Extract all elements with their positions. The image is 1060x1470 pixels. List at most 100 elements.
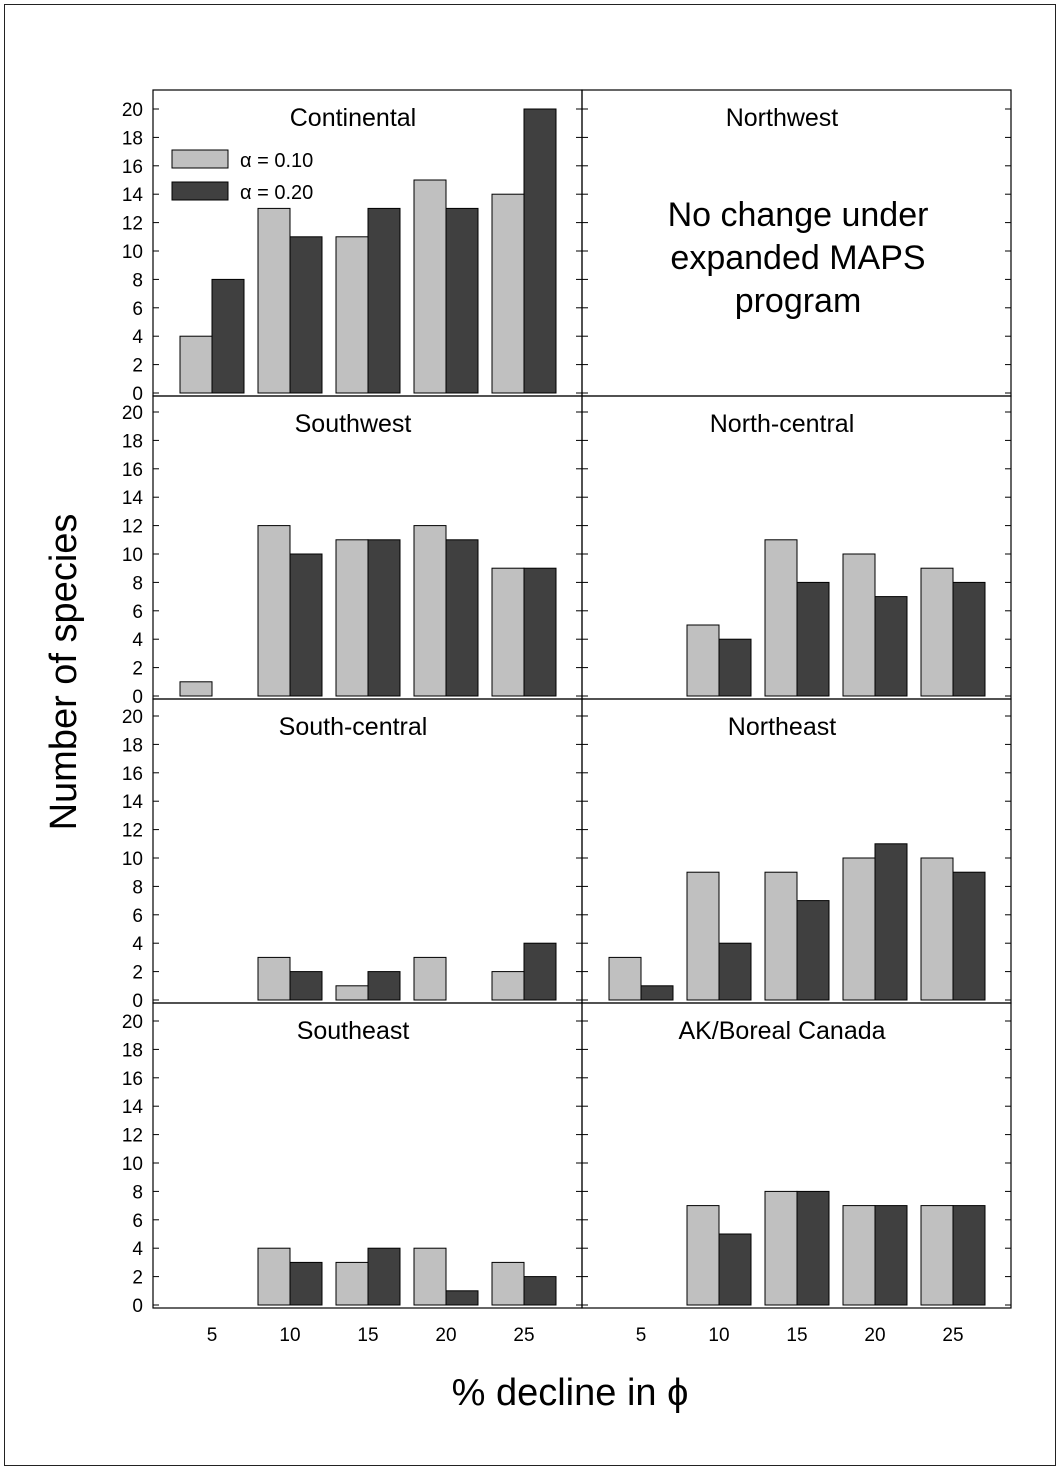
y-tick-label: 18 bbox=[122, 431, 143, 452]
bar-alpha-020-10 bbox=[718, 638, 752, 697]
y-tick-label: 6 bbox=[132, 1211, 143, 1232]
panel-title: South-central bbox=[279, 713, 428, 741]
bar-alpha-010-15 bbox=[335, 1261, 369, 1306]
y-tick-label: 14 bbox=[122, 185, 144, 206]
bar-alpha-020-10 bbox=[289, 971, 323, 1001]
bar-alpha-010-15 bbox=[335, 236, 369, 394]
x-tick-label: 20 bbox=[864, 1325, 885, 1346]
bar-alpha-010-10 bbox=[686, 871, 720, 1001]
bar-alpha-020-20 bbox=[445, 539, 479, 697]
y-tick-label: 8 bbox=[132, 1182, 143, 1203]
bar-alpha-020-10 bbox=[289, 1261, 323, 1306]
x-axis-label: % decline in ϕ bbox=[452, 1372, 689, 1414]
bar-alpha-010-10 bbox=[257, 525, 291, 697]
y-tick-label: 16 bbox=[122, 157, 143, 178]
y-tick-label: 8 bbox=[132, 573, 143, 594]
bar-alpha-010-20 bbox=[842, 1205, 876, 1306]
x-tick-label: 15 bbox=[786, 1325, 807, 1346]
x-tick-label: 15 bbox=[357, 1325, 378, 1346]
panel-note-line: program bbox=[735, 282, 862, 320]
y-tick-label: 18 bbox=[122, 128, 143, 149]
bar-alpha-020-15 bbox=[796, 1190, 830, 1306]
bar-alpha-020-25 bbox=[523, 1276, 557, 1306]
bar-alpha-020-20 bbox=[445, 207, 479, 394]
bar-alpha-020-25 bbox=[523, 108, 557, 394]
y-axis-label: Number of species bbox=[43, 514, 85, 831]
bar-alpha-020-5 bbox=[211, 278, 245, 394]
panel-ak-boreal-canada: AK/Boreal Canada 5 10 15 20 25 bbox=[581, 1002, 1012, 1346]
bar-alpha-020-10 bbox=[718, 942, 752, 1001]
bar-alpha-010-10 bbox=[257, 956, 291, 1001]
bar-alpha-020-15 bbox=[367, 971, 401, 1001]
bar-alpha-010-10 bbox=[257, 207, 291, 394]
bar-alpha-010-25 bbox=[920, 1205, 954, 1306]
panel-note-line: No change under bbox=[668, 196, 929, 234]
y-tick-label: 0 bbox=[132, 1296, 143, 1317]
bar-alpha-010-25 bbox=[491, 1261, 525, 1306]
y-tick-label: 18 bbox=[122, 735, 143, 756]
y-tick-label: 20 bbox=[122, 100, 143, 121]
legend-swatch-alpha-020 bbox=[171, 181, 229, 201]
x-tick-label: 5 bbox=[207, 1325, 218, 1346]
y-tick-label: 2 bbox=[132, 963, 143, 984]
panel-southeast: Southeast 0 2 4 6 8 10 12 14 16 18 20 5 10 15 20 25 bbox=[122, 1002, 583, 1346]
y-tick-label: 4 bbox=[132, 630, 143, 651]
panel-title: Northwest bbox=[726, 104, 839, 132]
y-tick-label: 10 bbox=[122, 545, 143, 566]
y-tick-label: 12 bbox=[122, 517, 143, 538]
bar-alpha-010-10 bbox=[257, 1247, 291, 1306]
y-tick-label: 12 bbox=[122, 1126, 143, 1147]
panel-title: Northeast bbox=[728, 713, 836, 741]
bar-alpha-010-25 bbox=[491, 193, 525, 394]
y-tick-label: 6 bbox=[132, 602, 143, 623]
panel-title: Southwest bbox=[295, 410, 412, 438]
y-tick-label: 10 bbox=[122, 1154, 143, 1175]
legend-swatch-alpha-010 bbox=[171, 149, 229, 169]
y-tick-label: 18 bbox=[122, 1040, 143, 1061]
bar-alpha-010-5 bbox=[179, 681, 213, 697]
y-tick-label: 10 bbox=[122, 242, 143, 263]
bar-alpha-010-15 bbox=[764, 1190, 798, 1306]
panel-border bbox=[581, 1002, 1012, 1309]
bar-alpha-020-25 bbox=[952, 871, 986, 1001]
x-tick-label: 10 bbox=[708, 1325, 729, 1346]
panel-title: AK/Boreal Canada bbox=[678, 1017, 885, 1045]
bar-alpha-020-20 bbox=[874, 596, 908, 697]
bar-alpha-010-5 bbox=[608, 956, 642, 1001]
bar-alpha-010-10 bbox=[686, 624, 720, 697]
panel-northeast: Northeast bbox=[581, 698, 1012, 1004]
bar-alpha-010-15 bbox=[335, 985, 369, 1001]
y-tick-label: 20 bbox=[122, 403, 143, 424]
bar-alpha-010-25 bbox=[920, 567, 954, 697]
bar-alpha-010-25 bbox=[920, 857, 954, 1001]
bar-alpha-020-20 bbox=[874, 1205, 908, 1306]
bar-alpha-020-20 bbox=[874, 843, 908, 1001]
bar-alpha-010-20 bbox=[842, 857, 876, 1001]
y-tick-label: 16 bbox=[122, 1069, 143, 1090]
y-tick-label: 14 bbox=[122, 792, 144, 813]
panel-title: North-central bbox=[710, 410, 855, 438]
bar-alpha-020-15 bbox=[367, 207, 401, 394]
panel-title: Continental bbox=[290, 104, 416, 132]
bar-alpha-010-15 bbox=[335, 539, 369, 697]
bar-alpha-010-25 bbox=[491, 971, 525, 1001]
y-tick-label: 0 bbox=[132, 991, 143, 1012]
bar-alpha-010-15 bbox=[764, 539, 798, 697]
y-tick-label: 12 bbox=[122, 214, 143, 235]
y-tick-label: 0 bbox=[132, 687, 143, 708]
bar-alpha-020-15 bbox=[367, 539, 401, 697]
bar-alpha-020-5 bbox=[640, 985, 674, 1001]
y-tick-label: 14 bbox=[122, 488, 144, 509]
panel-border bbox=[152, 698, 583, 1004]
bar-alpha-010-20 bbox=[413, 525, 447, 697]
panel-south-central: South-central 0 2 4 6 8 10 12 14 16 18 20 bbox=[122, 698, 583, 1012]
y-tick-label: 12 bbox=[122, 821, 143, 842]
y-tick-label: 20 bbox=[122, 1012, 143, 1033]
x-tick-label: 25 bbox=[513, 1325, 534, 1346]
bar-alpha-010-20 bbox=[413, 1247, 447, 1306]
y-tick-label: 14 bbox=[122, 1097, 144, 1118]
panel-north-central: North-central bbox=[581, 395, 1012, 700]
x-tick-label: 25 bbox=[942, 1325, 963, 1346]
